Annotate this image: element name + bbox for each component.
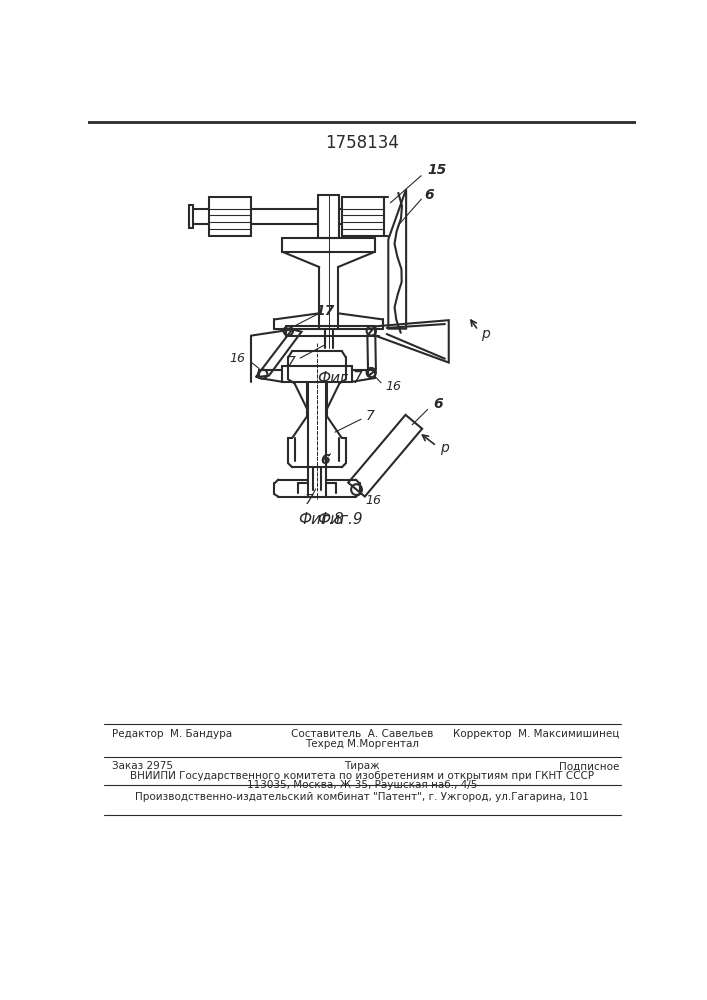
Text: 7: 7 xyxy=(366,409,375,423)
Text: Фиг.9: Фиг.9 xyxy=(317,512,363,527)
Text: p: p xyxy=(440,441,449,455)
Text: 1758134: 1758134 xyxy=(325,134,399,152)
Text: 17: 17 xyxy=(315,304,334,318)
Text: 16: 16 xyxy=(366,494,382,507)
Text: Техред М.Моргентал: Техред М.Моргентал xyxy=(305,739,419,749)
Text: Фиг.7: Фиг.7 xyxy=(317,371,363,386)
Text: 16: 16 xyxy=(230,352,246,365)
Text: Редактор  М. Бандура: Редактор М. Бандура xyxy=(112,729,232,739)
Text: 113035, Москва, Ж-35, Раушская наб., 4/5: 113035, Москва, Ж-35, Раушская наб., 4/5 xyxy=(247,780,477,790)
Text: Тираж: Тираж xyxy=(344,761,380,771)
Text: 16: 16 xyxy=(385,380,401,393)
Text: Фиг.8: Фиг.8 xyxy=(298,512,344,527)
Text: Составитель  А. Савельев: Составитель А. Савельев xyxy=(291,729,433,739)
Text: Корректор  М. Максимишинец: Корректор М. Максимишинец xyxy=(453,729,619,739)
Text: Производственно-издательский комбинат "Патент", г. Ужгород, ул.Гагарина, 101: Производственно-издательский комбинат "П… xyxy=(135,792,589,802)
Text: 6: 6 xyxy=(320,453,329,467)
Text: 15: 15 xyxy=(427,163,446,177)
Text: p: p xyxy=(481,327,490,341)
Text: ВНИИПИ Государственного комитета по изобретениям и открытиям при ГКНТ СССР: ВНИИПИ Государственного комитета по изоб… xyxy=(130,771,594,781)
Text: Подписное: Подписное xyxy=(559,761,619,771)
Text: 6: 6 xyxy=(425,188,434,202)
Text: 7: 7 xyxy=(305,493,314,507)
Text: Заказ 2975: Заказ 2975 xyxy=(112,761,173,771)
Text: 7: 7 xyxy=(287,355,296,369)
Text: 6: 6 xyxy=(433,397,443,411)
